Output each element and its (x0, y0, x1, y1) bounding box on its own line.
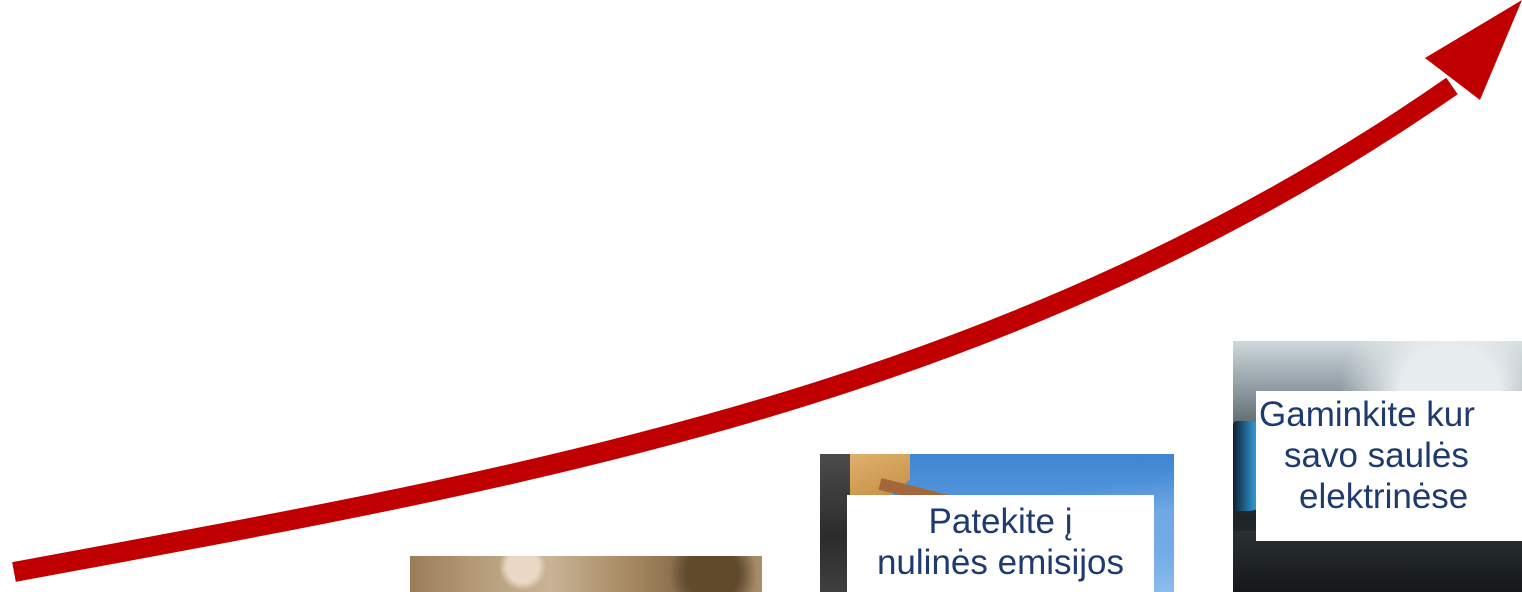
solar-caption: Gaminkite kur savo saulės elektrinėse (1256, 391, 1522, 541)
building-dark-edge (820, 454, 850, 592)
growth-arrow-shaft (12, 77, 1458, 582)
zero-emission-caption-line2: nulinės emisijos (876, 543, 1125, 582)
solar-caption-line2: savo saulės (1284, 436, 1469, 475)
zero-emission-caption-line1: Patekite į (928, 502, 1073, 541)
solar-caption-line1: Gaminkite kur (1259, 395, 1475, 434)
warm-photo (410, 556, 762, 592)
growth-arrow-head (1425, 0, 1522, 100)
car-body (1233, 531, 1522, 592)
solar-caption-line3: elektrinėse (1299, 477, 1469, 516)
zero-emission-caption: Patekite į nulinės emisijos (847, 495, 1154, 592)
